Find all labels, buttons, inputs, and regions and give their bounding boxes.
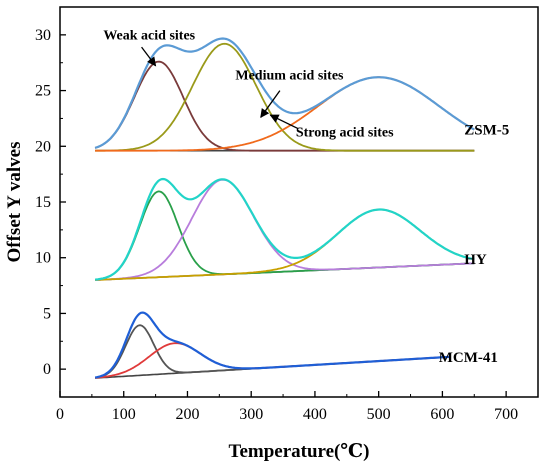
y-tick-label: 15: [35, 194, 51, 211]
fit-peak-medium-line: [95, 42, 475, 152]
x-axis: 0 100 200 300 400 500 600 700: [56, 391, 518, 423]
y-axis-title: Offset Y valves: [4, 141, 25, 262]
x-tick-label: 0: [56, 406, 64, 423]
plot-curves: ZSM-5 HY MCM-41: [94, 37, 509, 379]
annotation-weak-acid-sites: Weak acid sites: [103, 28, 195, 43]
plot-frame: [59, 6, 539, 398]
sample-label: ZSM-5: [464, 123, 509, 139]
x-tick-label: 400: [303, 406, 327, 423]
y-tick-label: 20: [35, 138, 51, 155]
x-tick-label: 500: [367, 406, 391, 423]
fit-peak-medium-line: [95, 178, 475, 281]
y-tick-label: 0: [43, 361, 51, 378]
annotations: Weak acid sites Medium acid sites Strong a…: [103, 28, 394, 140]
y-tick-label: 30: [35, 27, 51, 44]
annotation-arrow: [269, 114, 299, 130]
x-tick-label: 600: [430, 406, 454, 423]
x-tick-label: 700: [494, 406, 518, 423]
y-tick-label: 10: [35, 250, 51, 267]
envelope-line: [94, 311, 449, 379]
fit-peak-weak-line: [94, 324, 449, 379]
envelope-line: [94, 177, 475, 281]
x-axis-title: Temperature(℃): [229, 441, 370, 462]
sample-label: HY: [464, 252, 487, 268]
y-tick-label: 25: [35, 83, 51, 100]
x-tick-label: 200: [175, 406, 199, 423]
fit-peak-strong-line: [95, 76, 475, 152]
x-tick-label: 100: [112, 406, 136, 423]
annotation-arrow: [141, 46, 157, 67]
annotation-strong-acid-sites: Strong acid sites: [296, 125, 394, 140]
y-axis: 0 5 10 15 20 25 30: [35, 27, 66, 378]
annotation-arrow: [260, 90, 281, 119]
fit-peak-strong-line: [95, 208, 475, 281]
x-tick-label: 300: [239, 406, 263, 423]
envelope-line: [94, 37, 475, 149]
sample-label: MCM-41: [439, 350, 498, 366]
y-tick-label: 5: [43, 305, 51, 322]
annotation-medium-acid-sites: Medium acid sites: [235, 68, 344, 83]
